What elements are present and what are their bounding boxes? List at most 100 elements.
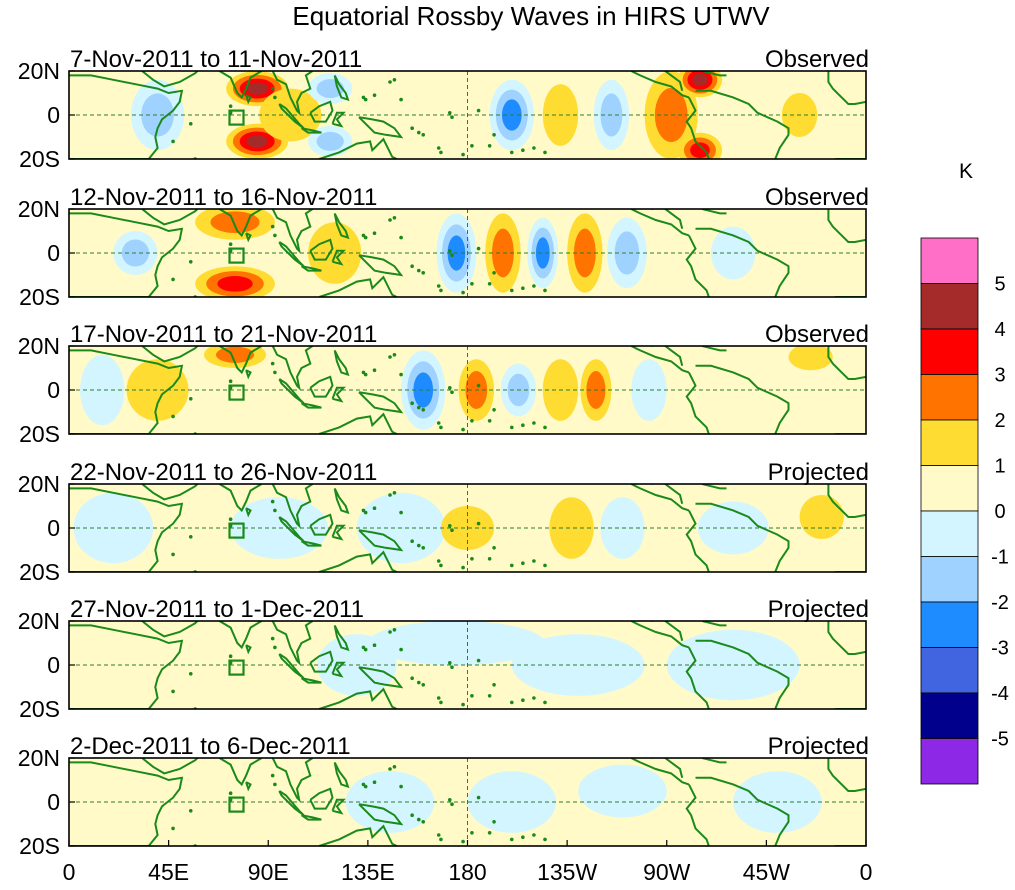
island xyxy=(476,108,481,113)
island xyxy=(270,224,275,229)
island xyxy=(228,379,233,384)
coastline xyxy=(218,346,263,375)
island xyxy=(270,499,275,504)
lat-tick-label: 20S xyxy=(19,284,60,310)
island xyxy=(399,784,403,789)
panel-period: 12-Nov-2011 to 16-Nov-2011 xyxy=(70,184,377,211)
coastline xyxy=(333,624,350,652)
colorbar-swatch xyxy=(920,738,979,785)
colorbar-tick-label: 1 xyxy=(994,456,1005,478)
island xyxy=(532,421,536,425)
island xyxy=(509,700,514,705)
island xyxy=(476,795,481,800)
anomaly-contour xyxy=(413,372,434,408)
coastline xyxy=(218,758,263,787)
island xyxy=(543,563,547,568)
coastline xyxy=(318,137,398,159)
island xyxy=(361,782,366,787)
anomaly-contour xyxy=(697,501,769,555)
lon-tick-label: 45E xyxy=(148,859,189,885)
island xyxy=(372,368,377,373)
island xyxy=(416,680,421,685)
map-panel: 20N 0 20S 2-Dec-2011 to 6-Dec-2011 Projected xyxy=(18,733,869,859)
anomaly-contour xyxy=(511,634,645,696)
island xyxy=(492,820,496,824)
island xyxy=(171,414,175,419)
island xyxy=(532,146,536,150)
lat-tick-label: 0 xyxy=(47,377,60,403)
island xyxy=(450,390,454,395)
coastline xyxy=(141,209,199,226)
colorbar-swatch xyxy=(920,419,979,466)
coastline xyxy=(630,484,690,512)
lat-tick-label: 20N xyxy=(18,196,60,222)
coastline xyxy=(69,74,184,159)
island xyxy=(450,802,454,806)
coastline xyxy=(318,275,398,297)
island xyxy=(188,260,193,264)
coastline xyxy=(218,71,263,100)
anomaly-contour xyxy=(614,231,640,275)
island xyxy=(361,645,366,650)
island xyxy=(532,559,536,563)
coastline xyxy=(300,402,322,409)
island xyxy=(421,408,426,412)
coastline xyxy=(218,621,263,650)
colorbar-tick-label: 3 xyxy=(994,365,1005,387)
island xyxy=(410,401,414,406)
coastline xyxy=(300,814,322,821)
panel-period: 17-Nov-2011 to 21-Nov-2011 xyxy=(70,321,377,348)
panel-period: 7-Nov-2011 to 11-Nov-2011 xyxy=(70,46,362,73)
island xyxy=(416,268,421,273)
island xyxy=(447,249,452,253)
island xyxy=(388,767,392,771)
reference-box-outline xyxy=(228,109,245,126)
island xyxy=(521,561,525,565)
anomaly-contour xyxy=(535,237,550,269)
map-panel: 20N 0 20S 7-Nov-2011 to 11-Nov-2011 Observed xyxy=(18,46,869,172)
coastline xyxy=(685,509,710,572)
island xyxy=(372,506,377,511)
anomaly-contour xyxy=(573,228,596,278)
colorbar-swatch xyxy=(920,692,979,739)
coastline xyxy=(358,666,404,689)
lat-tick-label: 0 xyxy=(47,652,60,678)
island xyxy=(461,565,465,570)
island xyxy=(509,150,514,155)
island xyxy=(399,647,403,652)
longitude-axis: 0 45E 90E 135E 180 135W 90W 45W 0 xyxy=(63,840,872,885)
colorbar-swatch xyxy=(920,510,979,557)
coastline xyxy=(245,781,252,792)
island xyxy=(273,508,277,513)
island xyxy=(461,290,465,295)
island xyxy=(188,672,193,676)
island xyxy=(450,115,454,119)
island xyxy=(399,372,403,377)
lon-tick-label: 45W xyxy=(743,859,791,885)
reference-box-outline xyxy=(228,659,245,676)
coastline xyxy=(271,71,314,116)
lon-tick-label: 180 xyxy=(448,859,486,885)
anomaly-contour xyxy=(126,359,189,421)
colorbar-swatch xyxy=(920,647,979,694)
coastline xyxy=(630,758,690,786)
coastline xyxy=(245,507,252,518)
island xyxy=(361,233,366,238)
island xyxy=(470,144,474,148)
island xyxy=(439,425,443,430)
coastline xyxy=(271,209,314,254)
lat-tick-label: 20S xyxy=(19,421,60,447)
coastline xyxy=(701,209,727,215)
panel-status: Observed xyxy=(765,46,869,73)
coastline xyxy=(685,234,710,297)
colorbar-swatch xyxy=(920,556,979,603)
island xyxy=(410,126,414,130)
island xyxy=(410,813,414,817)
lat-tick-label: 20N xyxy=(18,745,60,771)
colorbar-swatch xyxy=(920,465,979,512)
island xyxy=(476,521,481,526)
island xyxy=(363,235,368,240)
coastline xyxy=(651,209,684,230)
coastline xyxy=(245,232,252,243)
lat-tick-label: 20S xyxy=(19,559,60,585)
